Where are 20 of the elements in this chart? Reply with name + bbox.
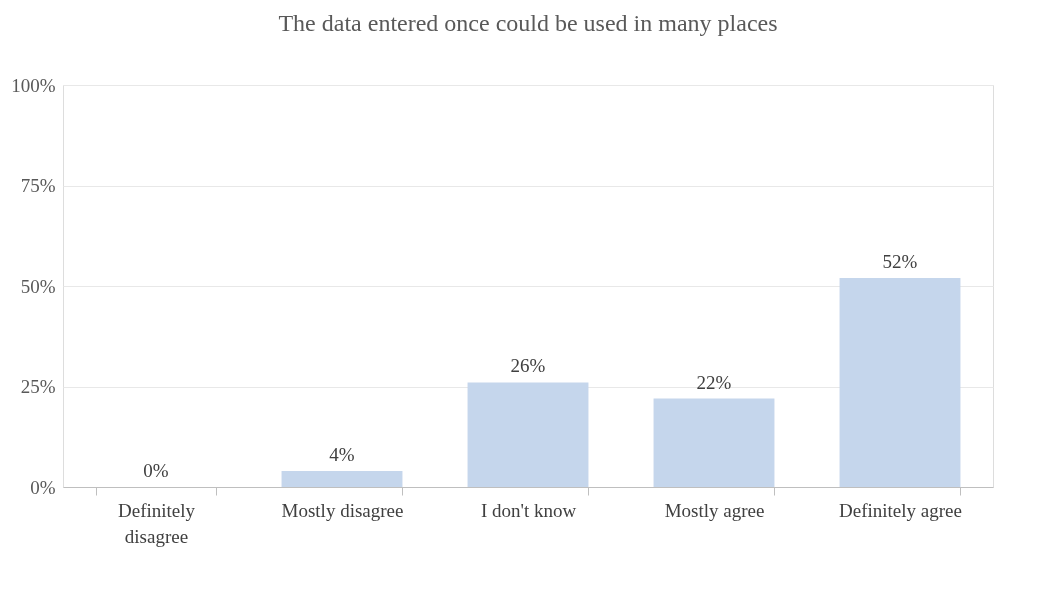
y-tick-label: 50% — [20, 275, 56, 297]
data-label: 4% — [329, 443, 355, 465]
bar — [467, 382, 589, 487]
bar — [281, 470, 403, 487]
y-tick-label: 0% — [30, 476, 56, 498]
x-tick-label: Definitely agree — [839, 499, 962, 521]
x-tick-label: Definitely disagree — [117, 499, 196, 547]
data-label: 22% — [696, 371, 732, 393]
data-label: 52% — [882, 250, 918, 272]
bar — [653, 398, 775, 487]
bar — [839, 277, 961, 487]
chart-title: The data entered once could be used in many places — [278, 10, 778, 36]
data-label: 26% — [510, 355, 546, 377]
x-tick-label: I don't know — [480, 499, 577, 521]
x-tick-label: Mostly agree — [664, 499, 765, 521]
y-tick-label: 75% — [20, 175, 56, 196]
x-tick-label: Mostly disagree — [281, 499, 404, 521]
y-tick-label: 100% — [11, 74, 56, 96]
data-label: 0% — [143, 460, 169, 481]
y-tick-label: 25% — [20, 376, 56, 397]
